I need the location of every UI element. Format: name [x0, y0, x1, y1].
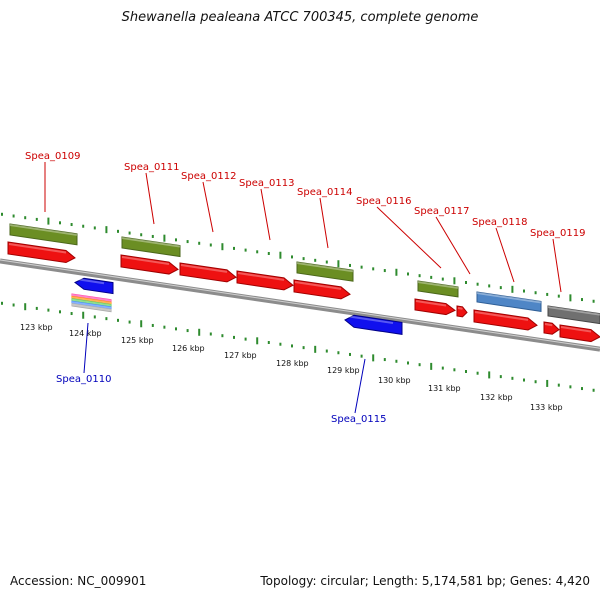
scale-label: 126 kbp — [172, 344, 205, 353]
label-leader — [376, 206, 442, 269]
label-layer: 123 kbp 124 kbp 125 kbp 126 kbp 127 kbp 128 k… — [20, 151, 585, 425]
cds-forward-arrow-shine — [474, 311, 529, 321]
gene-label-top: Spea_0118 — [472, 217, 527, 228]
label-leader — [260, 188, 271, 241]
scale-label: 133 kbp — [530, 403, 563, 412]
gene-label-top: Spea_0111 — [124, 162, 179, 173]
label-leader — [319, 197, 329, 249]
rna-stripe-shine — [71, 301, 112, 309]
cds-forward-arrow — [559, 324, 600, 343]
gene-region-bar — [547, 305, 600, 325]
cds-reverse-arrow-shine — [75, 278, 105, 285]
cds-reverse-arrow — [344, 314, 403, 335]
label-leader — [202, 181, 214, 233]
cds-forward-arrow — [473, 309, 538, 331]
scale-label: 125 kbp — [121, 336, 154, 345]
backbone-layer — [0, 258, 600, 352]
gene-region-bar — [121, 236, 181, 258]
scale-label: 127 kbp — [224, 351, 257, 360]
gene-label-bottom: Spea_0110 — [56, 374, 111, 385]
rna-stripe-shine — [71, 298, 112, 307]
label-leader — [145, 172, 155, 225]
label-leader — [83, 322, 89, 374]
label-leader — [435, 216, 471, 275]
scale-label: 130 kbp — [378, 376, 411, 385]
rna-stripe-shine — [71, 294, 112, 302]
cds-forward-arrow — [293, 279, 351, 300]
cds-reverse-arrow — [74, 277, 114, 295]
gene-label-top: Spea_0116 — [356, 196, 411, 207]
label-leader — [552, 238, 562, 293]
cds-forward-arrow-shine — [8, 243, 67, 254]
gene-region-bar — [9, 223, 78, 246]
scale-label: 132 kbp — [480, 393, 513, 402]
tick-layer — [1, 212, 595, 392]
gene-region-bar-shine — [9, 224, 78, 236]
topology-text: Topology: circular; Length: 5,174,581 bp… — [260, 574, 590, 588]
cds-forward-arrow — [7, 241, 76, 264]
gene-label-top: Spea_0109 — [25, 151, 80, 162]
cds-forward-arrow-shine — [237, 272, 285, 281]
scale-label: 123 kbp — [20, 323, 53, 332]
cds-forward-arrow — [414, 298, 456, 316]
cds-forward-arrow — [543, 321, 560, 335]
rna-stripe-shine — [71, 296, 112, 305]
cds-forward-arrow — [456, 305, 468, 318]
backbone-highlight — [0, 259, 600, 349]
gene-region-bar-shine — [296, 262, 354, 273]
gene-region-bar — [417, 280, 459, 298]
cds-forward-arrow — [179, 262, 237, 283]
rna-region-bar — [476, 291, 542, 312]
cds-forward-arrow — [236, 270, 294, 291]
cds-forward-arrow-shine — [180, 264, 228, 273]
rna-stripe — [71, 303, 112, 313]
gene-region-bar-shine — [121, 237, 181, 248]
label-leader — [354, 358, 366, 414]
cds-forward-arrow-shine — [121, 256, 170, 266]
cds-reverse-arrow-shine — [345, 315, 394, 325]
scale-label: 131 kbp — [428, 384, 461, 393]
rna-stripe-shine — [71, 303, 112, 312]
gene-label-top: Spea_0117 — [414, 206, 469, 217]
gene-label-top: Spea_0113 — [239, 178, 294, 189]
map-title: Shewanella pealeana ATCC 700345, complet… — [121, 10, 479, 25]
feature-layer — [7, 223, 600, 343]
gene-label-top: Spea_0114 — [297, 187, 352, 198]
gene-region-bar — [296, 261, 354, 282]
scale-label: 129 kbp — [327, 366, 360, 375]
gene-region-bar-shine — [547, 306, 600, 316]
cds-forward-arrow-shine — [544, 323, 553, 327]
gene-label-bottom: Spea_0115 — [331, 414, 386, 425]
cds-forward-arrow-shine — [415, 300, 447, 307]
gene-label-top: Spea_0119 — [530, 228, 585, 239]
label-leader — [495, 227, 515, 283]
cds-forward-arrow — [120, 254, 179, 275]
scale-label: 128 kbp — [276, 359, 309, 368]
gene-region-bar-shine — [417, 281, 459, 289]
accession-text: Accession: NC_009901 — [10, 574, 147, 588]
scale-label: 124 kbp — [69, 329, 102, 338]
cds-forward-arrow-shine — [560, 326, 592, 333]
cds-forward-arrow-shine — [294, 281, 342, 290]
cds-forward-arrow-shine — [457, 307, 463, 310]
gene-label-top: Spea_0112 — [181, 171, 236, 182]
backbone-line — [0, 258, 600, 352]
rna-region-bar-shine — [476, 292, 542, 304]
